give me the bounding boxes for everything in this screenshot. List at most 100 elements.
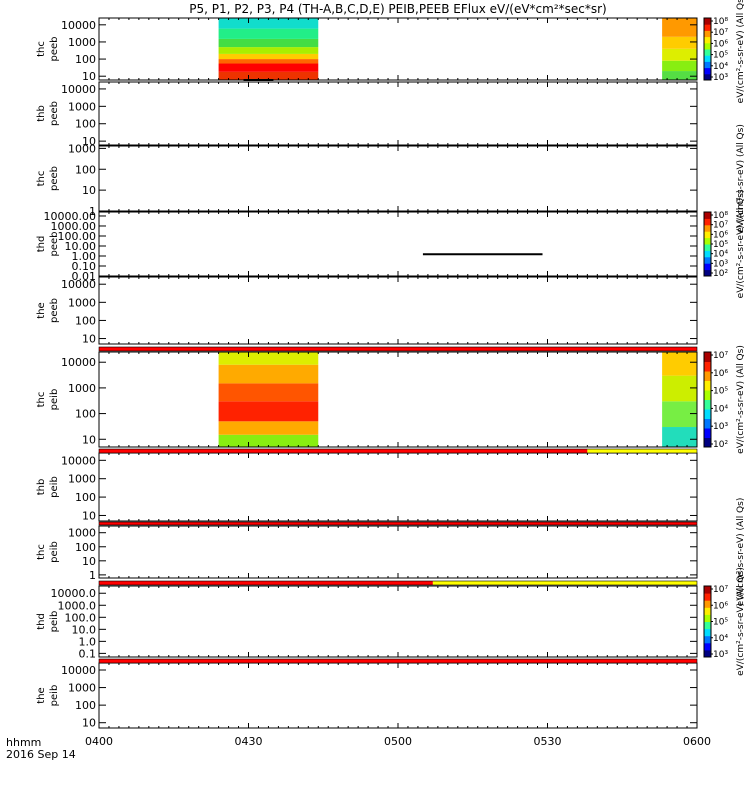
y-tick-label: 100 <box>75 541 96 554</box>
y-tick-label: 0.01 <box>72 270 97 283</box>
status-segment <box>99 659 697 663</box>
colorbar-band <box>704 614 711 622</box>
status-bar-frame <box>98 521 698 526</box>
y-tick-label: 1000 <box>68 296 96 309</box>
colorbar-band <box>704 49 711 56</box>
y-tick-label: 10 <box>82 509 96 522</box>
probe-label: the <box>36 302 47 318</box>
colorbar-band <box>704 642 711 651</box>
colorbar-label: eV/(cm²-s-sr-eV) (All Qs) <box>736 345 746 454</box>
colorbar-band <box>704 73 711 81</box>
colorbar-band <box>704 250 711 258</box>
status-bar-frame <box>98 658 698 664</box>
y-tick-label: 100 <box>75 491 96 504</box>
y-tick-label: 10000 <box>61 278 96 291</box>
y-tick-label: 10.0 <box>72 623 97 636</box>
panel-6: 10 100 1000 10000 thc peib 10² 10³ 10⁴ 10⁵ 10⁶ 10⁷ e… <box>36 345 746 454</box>
spectrogram-cell <box>218 71 319 80</box>
status-bar-frame <box>98 346 698 352</box>
colorbar-band <box>704 621 711 630</box>
status-bar-frame <box>98 580 698 586</box>
panel-10: 10 100 1000 10000 the peib <box>36 662 698 730</box>
colorbar-tick-label: 10² <box>713 440 728 450</box>
y-tick-label: 10000 <box>61 83 96 96</box>
colorbar-tick-label: 10⁶ <box>713 369 728 379</box>
species-label: peib <box>49 389 60 411</box>
spectrogram-cell <box>662 352 697 376</box>
status-segment <box>99 347 697 351</box>
colorbar-band <box>704 61 711 69</box>
colorbar-tick-label: 10⁴ <box>713 62 728 72</box>
spectrogram-cell <box>662 60 697 72</box>
spectrogram-cell <box>218 383 319 402</box>
y-tick-label: 100 <box>75 163 96 176</box>
species-label: peib <box>49 685 60 707</box>
x-tick-label: 0400 <box>85 735 113 748</box>
colorbar-tick-label: 10⁴ <box>713 250 728 260</box>
y-tick-label: 100 <box>75 53 96 66</box>
chart-title: P5, P1, P2, P3, P4 (TH-A,B,C,D,E) PEIB,P… <box>189 2 606 16</box>
species-label: peeb <box>49 166 60 191</box>
y-tick-label: 1 <box>89 205 96 218</box>
panel-background <box>99 82 697 145</box>
spectrogram-cell <box>662 401 697 428</box>
colorbar-tick-label: 10³ <box>713 259 728 269</box>
probe-label: thb <box>36 479 47 496</box>
y-tick-label: 1000.00 <box>51 220 97 233</box>
colorbar-tick-label: 10² <box>713 269 728 279</box>
y-tick-label: 10000 <box>61 664 96 677</box>
y-tick-label: 10 <box>82 333 96 346</box>
status-segment <box>99 449 588 453</box>
species-label: peib <box>49 541 60 563</box>
panel-background <box>99 212 697 276</box>
colorbar-tick-label: 10⁴ <box>713 634 728 644</box>
status-bars-group <box>98 346 698 664</box>
colorbar-tick-label: 10⁵ <box>713 240 728 250</box>
y-tick-label: 1000.0 <box>58 599 97 612</box>
panel-5: 10 100 1000 10000 the peeb <box>36 276 698 346</box>
colorbar-band <box>704 218 711 226</box>
panel-2: 10 100 1000 10000 thb peeb <box>36 81 698 148</box>
y-tick-label: 10 <box>82 70 96 83</box>
colorbar-tick-label: 10⁴ <box>713 404 728 414</box>
panel-3: 1 10 100 1000 thc peeb eV/(cm²-s-sr-eV) (All Q… <box>36 124 746 233</box>
spectrogram-cell <box>662 18 697 37</box>
colorbar-tick-label: 10⁷ <box>713 585 728 595</box>
spectrogram-cell <box>218 63 319 72</box>
y-tick-label: 10 <box>82 555 96 568</box>
colorbar-band <box>704 24 711 31</box>
species-label: peeb <box>49 298 60 323</box>
spectrogram-cell <box>218 28 319 39</box>
colorbar-tick-label: 10⁶ <box>713 230 728 240</box>
probe-label: the <box>36 687 47 703</box>
y-tick-label: 100 <box>75 314 96 327</box>
colorbar-label: eV/(cm²-s-sr-eV) (All Qs) <box>736 498 746 607</box>
colorbar-band <box>704 409 711 419</box>
colorbar-tick-label: 10⁶ <box>713 39 728 49</box>
colorbar-band <box>704 399 711 410</box>
colorbar-band <box>704 390 711 400</box>
colorbar-frame <box>703 351 712 448</box>
panel-7: 10 100 1000 10000 thb peib <box>36 452 698 522</box>
y-tick-label: 1.0 <box>79 635 97 648</box>
colorbar-tick-label: 10³ <box>713 422 728 432</box>
colorbar-tick-label: 10⁷ <box>713 221 728 231</box>
y-tick-label: 100.0 <box>65 611 97 624</box>
species-label: peeb <box>49 37 60 62</box>
y-tick-label: 10 <box>82 135 96 148</box>
y-tick-label: 10000 <box>61 356 96 369</box>
colorbar-band <box>704 586 711 594</box>
y-tick-label: 10000.0 <box>51 587 97 600</box>
colorbar-tick-label: 10⁵ <box>713 51 728 61</box>
colorbar-band <box>704 36 711 44</box>
spectrogram-cell <box>218 59 319 64</box>
colorbar-tick-label: 10⁵ <box>713 387 728 397</box>
x-tick-label: 0500 <box>384 735 412 748</box>
colorbar-frame <box>703 17 712 81</box>
y-tick-label: 1000 <box>68 382 96 395</box>
probe-label: thd <box>36 236 47 253</box>
colorbar-band <box>704 593 711 601</box>
